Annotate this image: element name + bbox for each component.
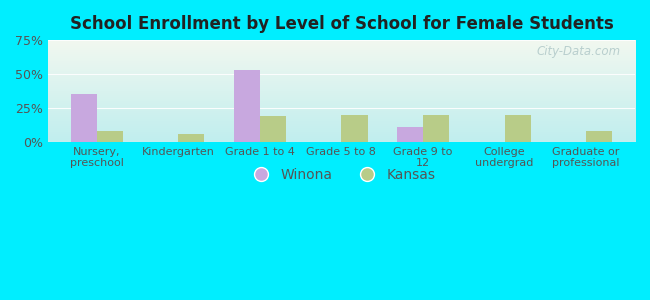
Bar bbox=[234, 70, 260, 142]
Legend: Winona, Kansas: Winona, Kansas bbox=[242, 163, 441, 188]
Bar bbox=[586, 131, 612, 142]
Bar bbox=[71, 94, 97, 142]
Bar bbox=[341, 115, 367, 142]
Bar bbox=[423, 115, 449, 142]
Text: City-Data.com: City-Data.com bbox=[536, 45, 620, 58]
Title: School Enrollment by Level of School for Female Students: School Enrollment by Level of School for… bbox=[70, 15, 614, 33]
Bar bbox=[397, 127, 423, 142]
Bar bbox=[260, 116, 286, 142]
Bar bbox=[504, 115, 530, 142]
Bar bbox=[178, 134, 205, 142]
Bar bbox=[97, 131, 123, 142]
